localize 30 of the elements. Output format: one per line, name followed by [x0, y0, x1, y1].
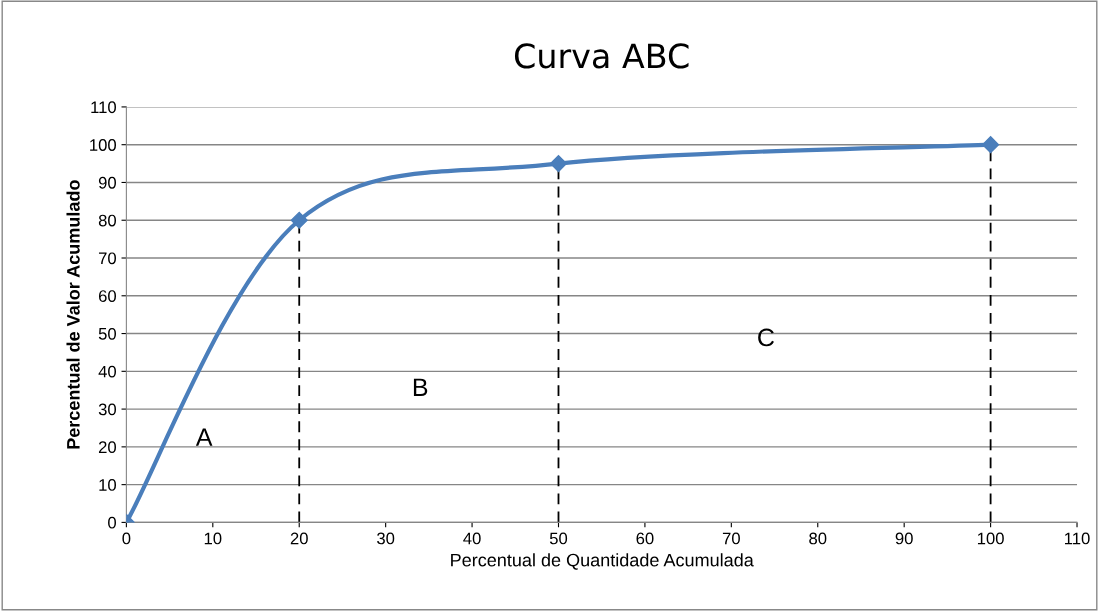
- x-tick-label: 60: [636, 532, 654, 545]
- annotation: C: [758, 328, 774, 347]
- y-tick-label: 80: [98, 214, 117, 227]
- chart-title: Curva ABC: [514, 43, 689, 69]
- annotation: A: [195, 428, 213, 446]
- x-tick-label: 20: [290, 532, 308, 545]
- x-tick-label: 100: [977, 532, 1004, 545]
- y-tick-label: 100: [90, 139, 117, 151]
- x-tick-label: 0: [122, 532, 131, 545]
- x-tick-label: 110: [1065, 532, 1090, 545]
- x-tick-label: 10: [204, 532, 222, 545]
- x-tick-label: 50: [549, 532, 568, 545]
- x-tick-label: 80: [809, 532, 827, 545]
- y-tick-label: 0: [108, 516, 117, 529]
- y-tick-label: 90: [98, 176, 117, 189]
- y-axis-title: Percentual de Valor Acumulado: [66, 180, 80, 449]
- x-axis-title: Percentual de Quantidade Acumulada: [451, 553, 754, 570]
- y-tick-label: 60: [98, 290, 117, 302]
- y-tick-label: 50: [98, 327, 117, 340]
- y-tick-label: 40: [98, 365, 117, 378]
- x-tick-label: 40: [463, 532, 481, 545]
- y-tick-label: 110: [91, 101, 117, 114]
- annotation: B: [413, 378, 428, 396]
- y-tick-label: 10: [99, 479, 117, 491]
- y-tick-label: 30: [98, 403, 117, 416]
- y-tick-label: 70: [98, 252, 117, 265]
- x-tick-label: 90: [895, 532, 913, 545]
- x-tick-label: 30: [377, 532, 395, 545]
- y-tick-label: 20: [98, 441, 117, 454]
- x-tick-label: 70: [722, 532, 740, 545]
